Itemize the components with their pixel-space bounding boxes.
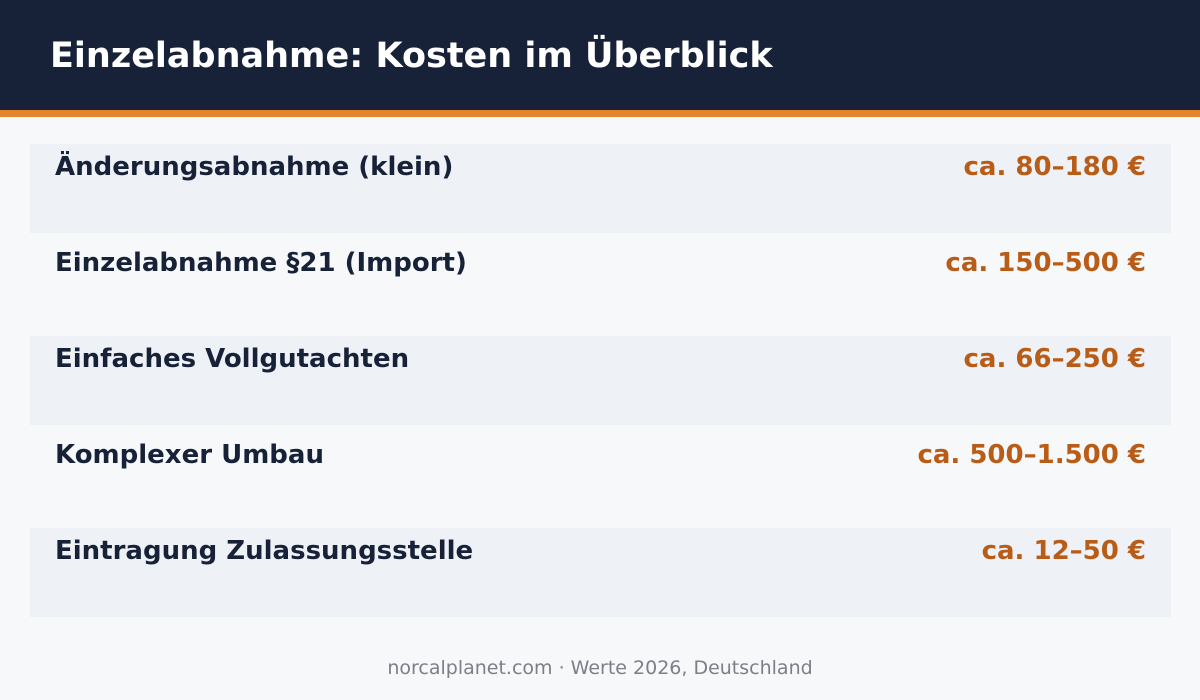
title: Einzelabnahme: Kosten im Überblick: [50, 36, 773, 76]
cost-row: Einfaches Vollgutachten ca. 66–250 €: [30, 336, 1171, 425]
item-label: Komplexer Umbau: [55, 440, 324, 470]
header: Einzelabnahme: Kosten im Überblick: [0, 0, 1200, 117]
item-price: ca. 150–500 €: [945, 248, 1146, 278]
item-price: ca. 66–250 €: [963, 344, 1146, 374]
footer: norcalplanet.com · Werte 2026, Deutschla…: [387, 657, 813, 679]
item-label: Eintragung Zulassungsstelle: [55, 536, 474, 566]
item-price: ca. 80–180 €: [963, 152, 1146, 182]
cost-row: Einzelabnahme §21 (Import) ca. 150–500 €: [30, 240, 1171, 329]
item-label: Änderungsabnahme (klein): [55, 152, 454, 182]
item-label: Einzelabnahme §21 (Import): [55, 248, 467, 278]
item-price: ca. 12–50 €: [981, 536, 1146, 566]
item-price: ca. 500–1.500 €: [917, 440, 1146, 470]
cost-row: Komplexer Umbau ca. 500–1.500 €: [30, 432, 1171, 521]
item-label: Einfaches Vollgutachten: [55, 344, 410, 374]
cost-row: Änderungsabnahme (klein) ca. 80–180 €: [30, 144, 1171, 233]
cost-row: Eintragung Zulassungsstelle ca. 12–50 €: [30, 528, 1171, 617]
